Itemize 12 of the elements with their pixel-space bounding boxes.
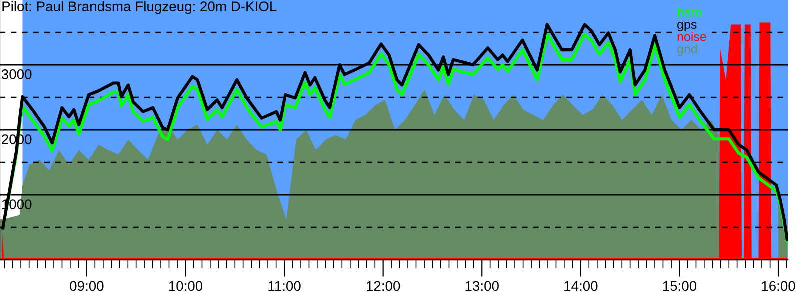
text: baro (678, 8, 702, 17)
x-tick-label: 14:00 (564, 281, 598, 292)
x-tick-label: 13:00 (466, 281, 499, 292)
series-label: noise (678, 32, 706, 42)
x-tick-label: 11:00 (268, 281, 301, 292)
x-tick-label: 16:00 (762, 281, 796, 292)
x-tick-label: 12:00 (367, 281, 400, 292)
x-tick-label: 15:00 (663, 281, 697, 292)
text: gnd (678, 44, 698, 56)
x-tick-label: 10:00 (169, 281, 203, 292)
x-tick-label: 09:00 (70, 281, 104, 292)
series-label: gps (678, 22, 697, 32)
